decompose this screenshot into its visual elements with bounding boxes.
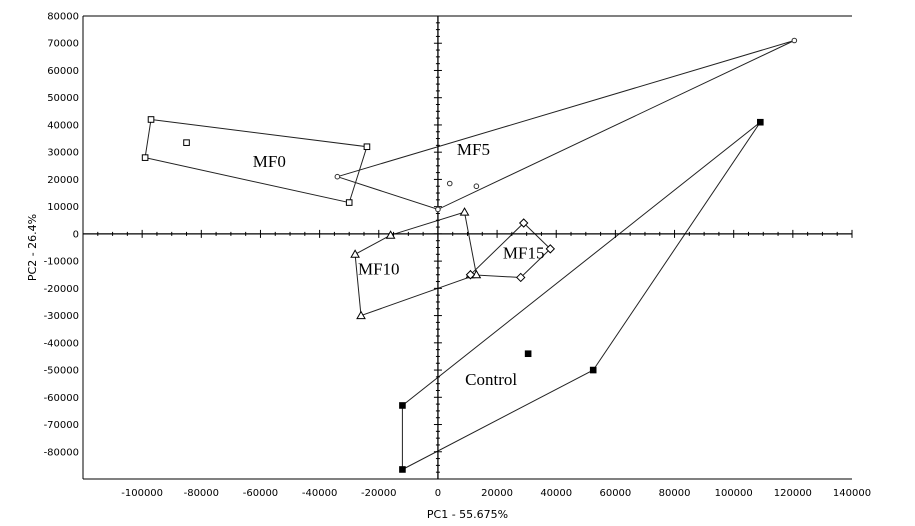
point-control [757,118,764,126]
plot-frame [82,15,852,480]
point-control [399,466,406,473]
y-tick-label: -10000 [44,257,79,268]
y-tick-label: 70000 [47,39,79,50]
group-hulls [144,40,795,471]
x-axis-title: PC1 - 55.675% [427,508,508,521]
point-control [589,366,597,374]
label-control: Control [465,370,517,389]
hull-mf10 [354,211,477,317]
y-tick-label: -80000 [44,447,79,458]
y-tick-label: -20000 [44,284,79,295]
x-tick-label: -80000 [184,488,219,499]
y-tick-label: 40000 [47,120,79,131]
point-mf0 [363,143,371,151]
point-mf10 [350,249,360,258]
point-mf10 [459,207,470,216]
hull-control [401,121,761,471]
y-tick-label: 50000 [47,93,79,104]
point-mf10 [385,230,396,239]
x-tick-label: -40000 [302,488,337,499]
point-mf0 [345,199,353,206]
y-tick-label: -70000 [44,420,79,431]
label-mf0: MF0 [253,152,286,171]
x-tick-label: 20000 [481,488,513,499]
point-mf5 [334,173,341,180]
x-tick-label: -20000 [361,488,396,499]
point-mf0 [147,116,155,123]
y-tick-label: 60000 [47,66,79,77]
tick-labels: -100000 -80000 -60000 -40000 -20000 0 20000 400… [44,12,872,500]
point-mf5 [791,37,798,44]
y-axis-title: PC2 - 26.4% [26,214,39,281]
y-tick-label: 10000 [47,202,79,213]
point-mf15 [518,218,529,228]
y-tick-label: 30000 [47,148,79,159]
y-tick-label: 20000 [47,175,79,186]
point-control [399,402,406,409]
y-tick-label: 80000 [47,12,79,23]
label-mf10: MF10 [358,260,400,279]
point-mf0 [141,154,149,161]
x-tick-label: -100000 [121,488,163,499]
point-mf0 [183,139,190,146]
group-labels: MF0 MF5 MF10 MF15 Control [253,140,545,389]
x-tick-label: 0 [435,488,441,499]
y-tick-label: -40000 [44,338,79,349]
x-tick-label: 120000 [774,488,812,499]
point-mf15 [465,270,476,280]
point-mf5 [435,206,441,213]
hull-mf5 [335,40,795,210]
x-tick-label: 100000 [715,488,753,499]
point-mf10 [356,310,366,320]
y-tick-label: -60000 [44,393,79,404]
x-tick-label: -60000 [243,488,278,499]
data-points [141,37,798,473]
y-tick-label: -50000 [44,366,79,377]
y-tick-label: 0 [73,229,79,240]
x-tick-label: 60000 [599,488,631,499]
point-mf15 [516,272,526,283]
x-tick-label: 40000 [540,488,572,499]
x-tick-label: 80000 [659,488,691,499]
point-mf5 [473,183,480,190]
y-tick-label: -30000 [44,311,79,322]
point-mf5 [446,180,453,187]
x-tick-label: 140000 [833,488,871,499]
point-control [524,350,532,358]
label-mf15: MF15 [503,243,545,262]
point-mf15 [545,244,556,254]
zero-axes [82,15,853,480]
label-mf5: MF5 [457,140,490,159]
